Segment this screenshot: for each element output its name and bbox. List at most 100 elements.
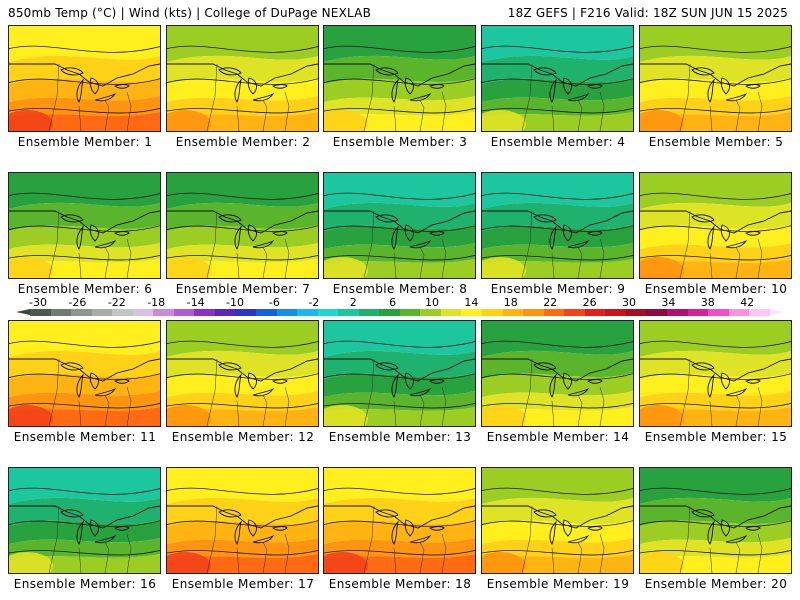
temperature-map [9, 321, 160, 426]
temperature-band [9, 173, 160, 209]
state-border [419, 394, 425, 426]
temperature-band [640, 391, 791, 413]
temperature-band [482, 96, 633, 118]
great-lake-outline [114, 84, 130, 89]
great-lake-outline [549, 78, 557, 103]
state-border [363, 210, 375, 278]
scale-swatch [276, 309, 298, 316]
temperature-blob [482, 405, 526, 426]
temperature-band [324, 497, 475, 526]
temperature-blob [482, 552, 526, 573]
ensemble-map-panel [166, 320, 319, 427]
temperature-band [167, 202, 318, 231]
great-lake-outline [252, 239, 275, 249]
ensemble-member-caption: Ensemble Member: 1 [17, 135, 153, 149]
temperature-map [324, 26, 475, 131]
temperature-map [482, 321, 633, 426]
temperature-band [640, 96, 791, 118]
temperature-map [167, 321, 318, 426]
temperature-band [167, 520, 318, 544]
temperature-band [482, 391, 633, 413]
great-lake-outline [247, 372, 257, 390]
country-border [482, 63, 633, 87]
height-contour [482, 487, 633, 495]
height-contour [324, 487, 475, 495]
height-contour [482, 402, 633, 409]
state-border [679, 63, 691, 131]
temperature-band [324, 321, 475, 357]
height-contour [640, 487, 791, 495]
height-contour [640, 254, 791, 261]
ensemble-map-panel [639, 467, 792, 574]
height-contour [482, 107, 633, 114]
ensemble-member-caption: Ensemble Member: 11 [13, 430, 157, 444]
temperature-band [9, 202, 160, 231]
ensemble-map-panel [166, 25, 319, 132]
great-lake-outline [94, 387, 117, 397]
state-border [78, 547, 82, 573]
country-border [324, 210, 475, 234]
state-border [126, 533, 132, 573]
great-lake-outline [562, 519, 572, 537]
state-border [679, 210, 691, 278]
ensemble-map-panel [323, 467, 476, 574]
state-border [284, 238, 290, 278]
state-border [551, 252, 555, 278]
temperature-band [9, 26, 160, 62]
temperature-band [640, 26, 791, 62]
great-lake-outline [234, 520, 242, 545]
scale-swatch [30, 309, 51, 316]
ensemble-member-caption: Ensemble Member: 6 [17, 282, 153, 296]
scale-swatch [420, 309, 441, 316]
temperature-band [482, 350, 633, 379]
state-border [709, 547, 713, 573]
country-border [167, 63, 318, 87]
temperature-band [324, 538, 475, 560]
temperature-band [482, 55, 633, 84]
scale-tick-label: -30 [29, 296, 47, 309]
state-border [363, 505, 375, 573]
state-border [393, 547, 397, 573]
temperature-band [9, 373, 160, 397]
temperature-band [324, 350, 475, 379]
great-lake-outline [76, 373, 84, 398]
scale-tick-label: 34 [661, 296, 676, 309]
temperature-band [640, 373, 791, 397]
temperature-band [9, 321, 160, 357]
ensemble-member-caption: Ensemble Member: 7 [175, 282, 311, 296]
country-border [640, 63, 791, 87]
scale-tick-label: 38 [700, 296, 715, 309]
state-border [735, 99, 741, 131]
great-lake-outline [89, 372, 99, 390]
great-lake-outline [745, 526, 761, 531]
country-border [482, 358, 633, 382]
temperature-band [167, 225, 318, 249]
height-contour [9, 340, 160, 348]
country-border [9, 505, 160, 529]
temperature-band [324, 520, 475, 544]
state-border [284, 533, 290, 573]
great-lake-outline [587, 231, 603, 236]
great-lake-outline [587, 379, 603, 384]
great-lake-outline [745, 379, 761, 384]
great-lake-outline [549, 225, 557, 250]
state-border [599, 238, 605, 278]
temperature-band [482, 225, 633, 249]
height-contour [482, 192, 633, 200]
great-lake-outline [218, 67, 242, 76]
scale-swatch [214, 309, 236, 316]
great-lake-outline [745, 84, 761, 89]
ensemble-member-caption: Ensemble Member: 15 [644, 430, 788, 444]
great-lake-outline [409, 92, 432, 102]
temperature-blob [640, 257, 684, 278]
temperature-map [482, 173, 633, 278]
scale-tick-label: -26 [68, 296, 87, 309]
height-contour [324, 549, 475, 556]
ensemble-map-panel [8, 25, 161, 132]
scale-swatch [666, 309, 688, 316]
ensemble-map-panel [166, 172, 319, 279]
ensemble-member-caption: Ensemble Member: 18 [328, 577, 472, 591]
state-border [441, 533, 447, 573]
state-border [735, 246, 741, 278]
temperature-map [167, 173, 318, 278]
